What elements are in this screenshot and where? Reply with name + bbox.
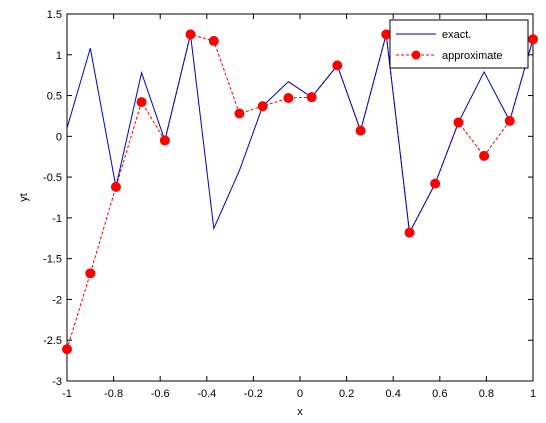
x-tick-label: 1 xyxy=(530,388,536,400)
data-point-approximate xyxy=(355,125,366,136)
data-point-approximate xyxy=(430,178,441,189)
plot-area xyxy=(66,13,534,382)
data-point-approximate xyxy=(85,268,96,279)
data-point-approximate xyxy=(257,101,268,112)
x-tick-label: 0.4 xyxy=(386,388,401,400)
x-tick-label: 0.6 xyxy=(432,388,447,400)
data-point-approximate xyxy=(381,29,392,40)
x-axis-title: x xyxy=(297,406,303,418)
data-point-approximate xyxy=(283,93,294,104)
data-point-approximate xyxy=(62,344,72,355)
data-point-approximate xyxy=(306,92,317,103)
data-point-approximate xyxy=(110,181,121,192)
y-tick-label: -2 xyxy=(52,294,62,306)
axis-ticks: -1 -0.8 -0.6 -0.4 -0.2 0 0.2 0.4 0.6 0.8 1 1.5 1 0.5 0… xyxy=(43,9,536,400)
legend-label-approximate: approximate xyxy=(442,50,503,62)
data-point-approximate xyxy=(234,108,245,119)
data-point-approximate xyxy=(208,35,219,46)
data-point-approximate xyxy=(453,117,464,128)
data-point-approximate xyxy=(332,60,343,71)
series-line-exact xyxy=(66,34,534,235)
x-tick-label: -0.2 xyxy=(244,388,263,400)
data-point-approximate xyxy=(528,34,538,45)
legend-box xyxy=(389,19,529,69)
data-series xyxy=(62,29,538,355)
data-point-approximate xyxy=(404,227,415,238)
x-tick-label: -1 xyxy=(62,388,72,400)
y-axis-title: yt xyxy=(18,193,30,202)
y-tick-label: -3 xyxy=(52,376,62,388)
data-point-approximate xyxy=(504,115,515,126)
legend-marker-approximate xyxy=(411,50,421,60)
data-point-approximate xyxy=(136,97,147,108)
y-tick-label: 0.5 xyxy=(47,91,62,103)
y-tick-label: 1 xyxy=(56,50,62,62)
y-tick-label: -2.5 xyxy=(43,335,62,347)
x-tick-label: -0.6 xyxy=(151,388,170,400)
y-tick-label: -0.5 xyxy=(43,172,62,184)
x-tick-label: 0.8 xyxy=(479,388,494,400)
data-point-approximate xyxy=(185,29,196,40)
x-tick-label: -0.8 xyxy=(104,388,123,400)
y-tick-label: -1 xyxy=(52,213,62,225)
y-tick-label: 1.5 xyxy=(47,9,62,21)
y-tick-label: -1.5 xyxy=(43,254,62,266)
x-tick-label: 0.2 xyxy=(339,388,354,400)
legend: exact. approximate xyxy=(389,19,529,69)
data-point-approximate xyxy=(479,150,490,161)
y-tick-label: 0 xyxy=(56,131,62,143)
data-point-approximate xyxy=(159,135,170,146)
legend-label-exact: exact. xyxy=(442,29,471,41)
x-tick-label: -0.4 xyxy=(197,388,216,400)
x-tick-label: 0 xyxy=(297,388,303,400)
